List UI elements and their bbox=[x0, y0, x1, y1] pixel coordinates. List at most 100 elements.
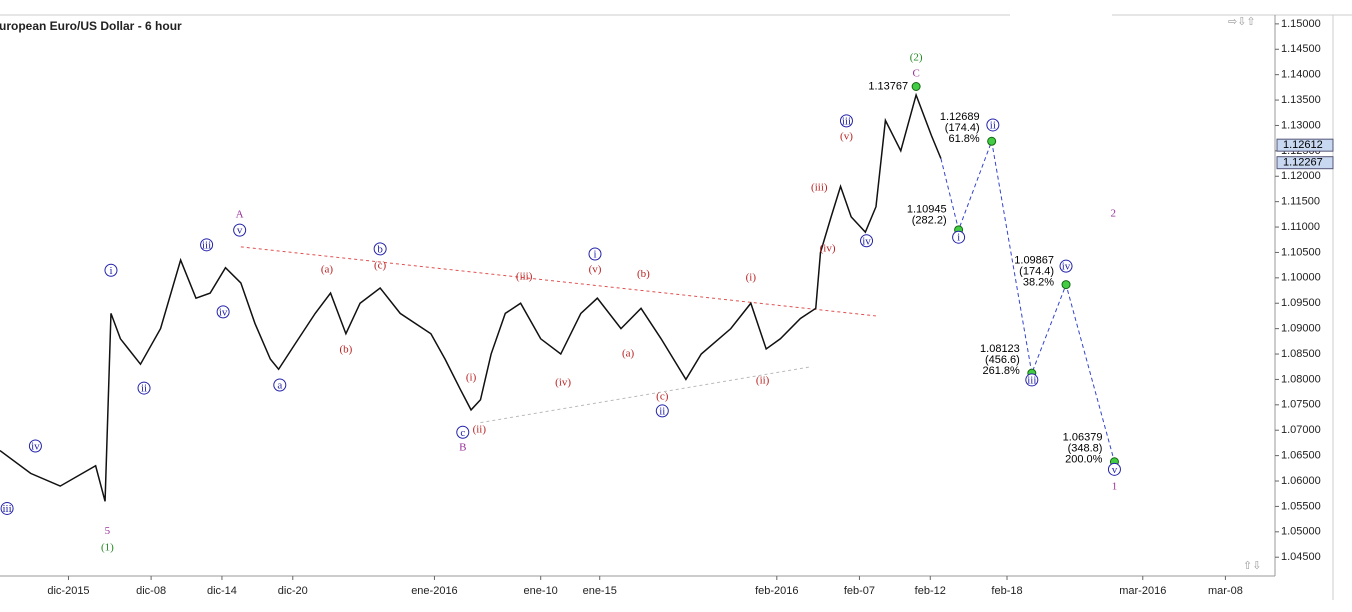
wave-label: b bbox=[377, 243, 383, 255]
wave-label: (a) bbox=[622, 348, 635, 360]
x-tick-label: dic-08 bbox=[136, 585, 166, 597]
y-tick-label: 1.11000 bbox=[1281, 221, 1320, 233]
y-tick-label: 1.10500 bbox=[1281, 246, 1321, 258]
wave-circle bbox=[952, 230, 966, 244]
wave-label: c bbox=[460, 427, 465, 439]
y-tick-label: 1.11500 bbox=[1281, 196, 1320, 208]
y-tick-label: 1.05500 bbox=[1281, 500, 1321, 512]
wave-circle bbox=[200, 238, 214, 252]
wave-label: i bbox=[593, 248, 596, 260]
wave-label: a bbox=[277, 380, 282, 392]
projection-price: 1.08123 bbox=[980, 343, 1020, 355]
wave-label: iv bbox=[219, 306, 228, 318]
y-tick-label: 1.07500 bbox=[1281, 399, 1321, 411]
wave-label: ii bbox=[659, 405, 665, 417]
projection-pct: 61.8% bbox=[948, 133, 979, 145]
wave-label: (1) bbox=[101, 542, 114, 554]
x-tick-label: ene-15 bbox=[583, 585, 617, 597]
wave-label: ii bbox=[990, 119, 996, 131]
scroll-icons[interactable]: ⇨⇩⇧ bbox=[1228, 16, 1256, 28]
wave-circle bbox=[1107, 462, 1121, 476]
scroll-icons[interactable]: ⇧⇩ bbox=[1243, 560, 1261, 572]
wave-circle bbox=[233, 223, 247, 237]
price-line bbox=[0, 92, 942, 502]
wave-label: 5 bbox=[105, 525, 111, 537]
projection-ret: (174.4) bbox=[1019, 266, 1054, 278]
y-tick-label: 1.10000 bbox=[1281, 272, 1321, 284]
wave-label: i bbox=[109, 265, 112, 277]
x-tick-label: feb-07 bbox=[844, 585, 875, 597]
wave-label: B bbox=[459, 442, 466, 454]
x-tick-label: feb-12 bbox=[915, 585, 946, 597]
x-tick-label: dic-20 bbox=[278, 585, 308, 597]
wave-label: (b) bbox=[339, 343, 352, 355]
wave-circle bbox=[28, 439, 42, 453]
y-tick-label: 1.15000 bbox=[1281, 18, 1321, 30]
wave-label: iii bbox=[842, 115, 851, 127]
projection-pct: 261.8% bbox=[982, 365, 1020, 377]
wave-circle bbox=[456, 425, 470, 439]
wave-label: A bbox=[236, 208, 244, 220]
x-tick-label: feb-2016 bbox=[755, 585, 798, 597]
projection-ret: (282.2) bbox=[912, 215, 947, 227]
wave-circle bbox=[655, 404, 669, 418]
y-tick-label: 1.08000 bbox=[1281, 373, 1321, 385]
x-tick-label: mar-2016 bbox=[1119, 585, 1166, 597]
wave-circle bbox=[273, 378, 287, 392]
wave-circle bbox=[0, 501, 14, 515]
wave-label: (iii) bbox=[811, 181, 828, 193]
wave-circle bbox=[860, 234, 874, 248]
y-tick-label: 1.05000 bbox=[1281, 526, 1321, 538]
wave-circle bbox=[137, 381, 151, 395]
wave-label: iv bbox=[1062, 261, 1071, 273]
projection-price: 1.06379 bbox=[1063, 432, 1103, 444]
x-tick-label: dic-14 bbox=[207, 585, 237, 597]
wave-label: (iv) bbox=[820, 242, 836, 254]
wave-circle bbox=[1025, 373, 1039, 387]
wave-label: i bbox=[957, 232, 960, 244]
projection-point bbox=[1061, 280, 1071, 290]
projection-price: 1.10945 bbox=[907, 204, 947, 216]
x-tick-label: dic-2015 bbox=[47, 585, 89, 597]
price-tag-label: 1.12267 bbox=[1283, 157, 1323, 169]
x-tick-label: mar-08 bbox=[1208, 585, 1243, 597]
wave-label: iii bbox=[1027, 374, 1036, 386]
wave-label: (2) bbox=[910, 51, 923, 63]
x-tick-label: feb-18 bbox=[991, 585, 1022, 597]
trendline bbox=[480, 366, 812, 424]
wave-label: (c) bbox=[374, 260, 387, 272]
wave-label: 2 bbox=[1111, 207, 1117, 219]
projection-pct: 38.2% bbox=[1023, 277, 1054, 289]
y-tick-label: 1.04500 bbox=[1281, 551, 1321, 563]
y-tick-label: 1.09000 bbox=[1281, 323, 1321, 335]
wave-label: 1 bbox=[1112, 481, 1118, 493]
projection-pct: 200.0% bbox=[1065, 454, 1103, 466]
wave-label: (v) bbox=[840, 131, 853, 143]
peak-point bbox=[911, 82, 921, 92]
y-tick-label: 1.14500 bbox=[1281, 43, 1321, 55]
y-tick-label: 1.07000 bbox=[1281, 424, 1321, 436]
chart-title: European Euro/US Dollar - 6 hour bbox=[0, 19, 182, 33]
y-tick-label: 1.06000 bbox=[1281, 475, 1321, 487]
projection-point bbox=[987, 136, 997, 146]
wave-label: iii bbox=[2, 503, 11, 515]
wave-label: iii bbox=[202, 239, 211, 251]
price-tag bbox=[1276, 156, 1334, 170]
projection-line bbox=[940, 139, 1115, 462]
wave-label: (i) bbox=[746, 271, 757, 283]
wave-label: iv bbox=[31, 440, 40, 452]
wave-label: v bbox=[237, 225, 243, 237]
wave-circle bbox=[104, 263, 118, 277]
price-tag bbox=[1276, 138, 1334, 152]
wave-label: (c) bbox=[656, 391, 669, 403]
wave-label: iv bbox=[862, 235, 871, 247]
wave-circle bbox=[216, 305, 230, 319]
y-tick-label: 1.13000 bbox=[1281, 119, 1321, 131]
y-tick-label: 1.09500 bbox=[1281, 297, 1321, 309]
wave-label: (a) bbox=[321, 264, 334, 276]
projection-ret: (174.4) bbox=[945, 122, 980, 134]
wave-circle bbox=[839, 114, 853, 128]
wave-label: C bbox=[912, 68, 919, 80]
wave-label: (iv) bbox=[555, 376, 571, 388]
